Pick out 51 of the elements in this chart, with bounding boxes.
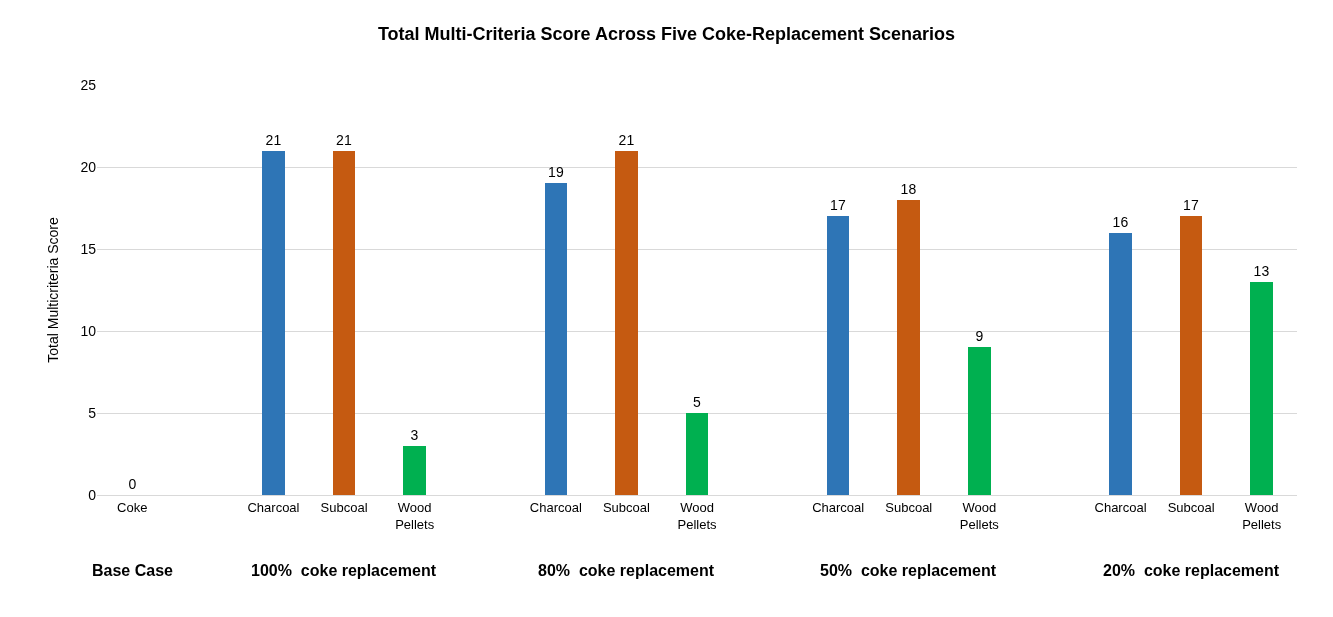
x-tick-label: Subcoal xyxy=(885,499,933,515)
text: 50% coke replacement xyxy=(820,562,997,579)
y-tick-label: 0 xyxy=(88,486,97,503)
bar xyxy=(403,446,426,495)
bar xyxy=(1250,282,1273,495)
data-label: 21 xyxy=(618,132,635,148)
bar xyxy=(968,347,991,495)
x-tick-label: Wood Pellets xyxy=(395,499,435,532)
x-tick-label: Charcoal xyxy=(529,499,582,515)
text: 80% coke replacement xyxy=(538,562,715,579)
data-label: 16 xyxy=(1112,214,1129,230)
x-tick-label: Charcoal xyxy=(812,499,865,515)
data-label: 18 xyxy=(900,181,917,197)
data-label: 3 xyxy=(410,427,419,443)
bar xyxy=(333,151,355,495)
bar xyxy=(262,151,285,495)
data-label: 21 xyxy=(265,132,282,148)
bar xyxy=(897,200,920,495)
bar xyxy=(545,183,567,495)
x-tick-label: Charcoal xyxy=(247,499,300,515)
bar xyxy=(1109,233,1132,495)
data-label: 9 xyxy=(975,328,984,344)
x-tick-label: Subcoal xyxy=(320,499,368,515)
y-tick-label: 20 xyxy=(80,158,97,175)
text: 20% coke replacement xyxy=(1103,562,1280,579)
data-label: 17 xyxy=(830,197,846,213)
y-axis-title: Total Multicriteria Score xyxy=(45,217,62,363)
bar xyxy=(686,413,708,495)
y-tick-label: 5 xyxy=(88,404,97,421)
x-tick-label: Wood Pellets xyxy=(959,499,1000,532)
x-tick-label: Wood Pellets xyxy=(677,499,717,532)
x-tick-label: Subcoal xyxy=(1167,499,1215,515)
bar xyxy=(615,151,638,495)
data-label: 19 xyxy=(548,164,564,180)
data-label: 5 xyxy=(693,394,701,410)
y-tick-label: 25 xyxy=(80,76,97,93)
x-tick-label: Charcoal xyxy=(1094,499,1147,515)
text: 100% coke replacement xyxy=(251,562,437,579)
y-tick-label: 15 xyxy=(80,240,97,257)
text: Base Case xyxy=(92,562,174,579)
chart-title: Total Multi-Criteria Score Across Five Coke-Replacement Scenarios xyxy=(377,24,956,45)
data-label: 17 xyxy=(1183,197,1199,213)
x-tick-label: Coke xyxy=(117,499,148,515)
bar xyxy=(1180,216,1202,495)
x-tick-label: Wood Pellets xyxy=(1242,499,1282,532)
data-label: 13 xyxy=(1253,263,1270,279)
y-tick-label: 10 xyxy=(80,322,97,339)
bar xyxy=(827,216,849,495)
data-label: 0 xyxy=(128,476,137,492)
x-tick-label: Subcoal xyxy=(602,499,651,515)
data-label: 21 xyxy=(336,132,352,148)
